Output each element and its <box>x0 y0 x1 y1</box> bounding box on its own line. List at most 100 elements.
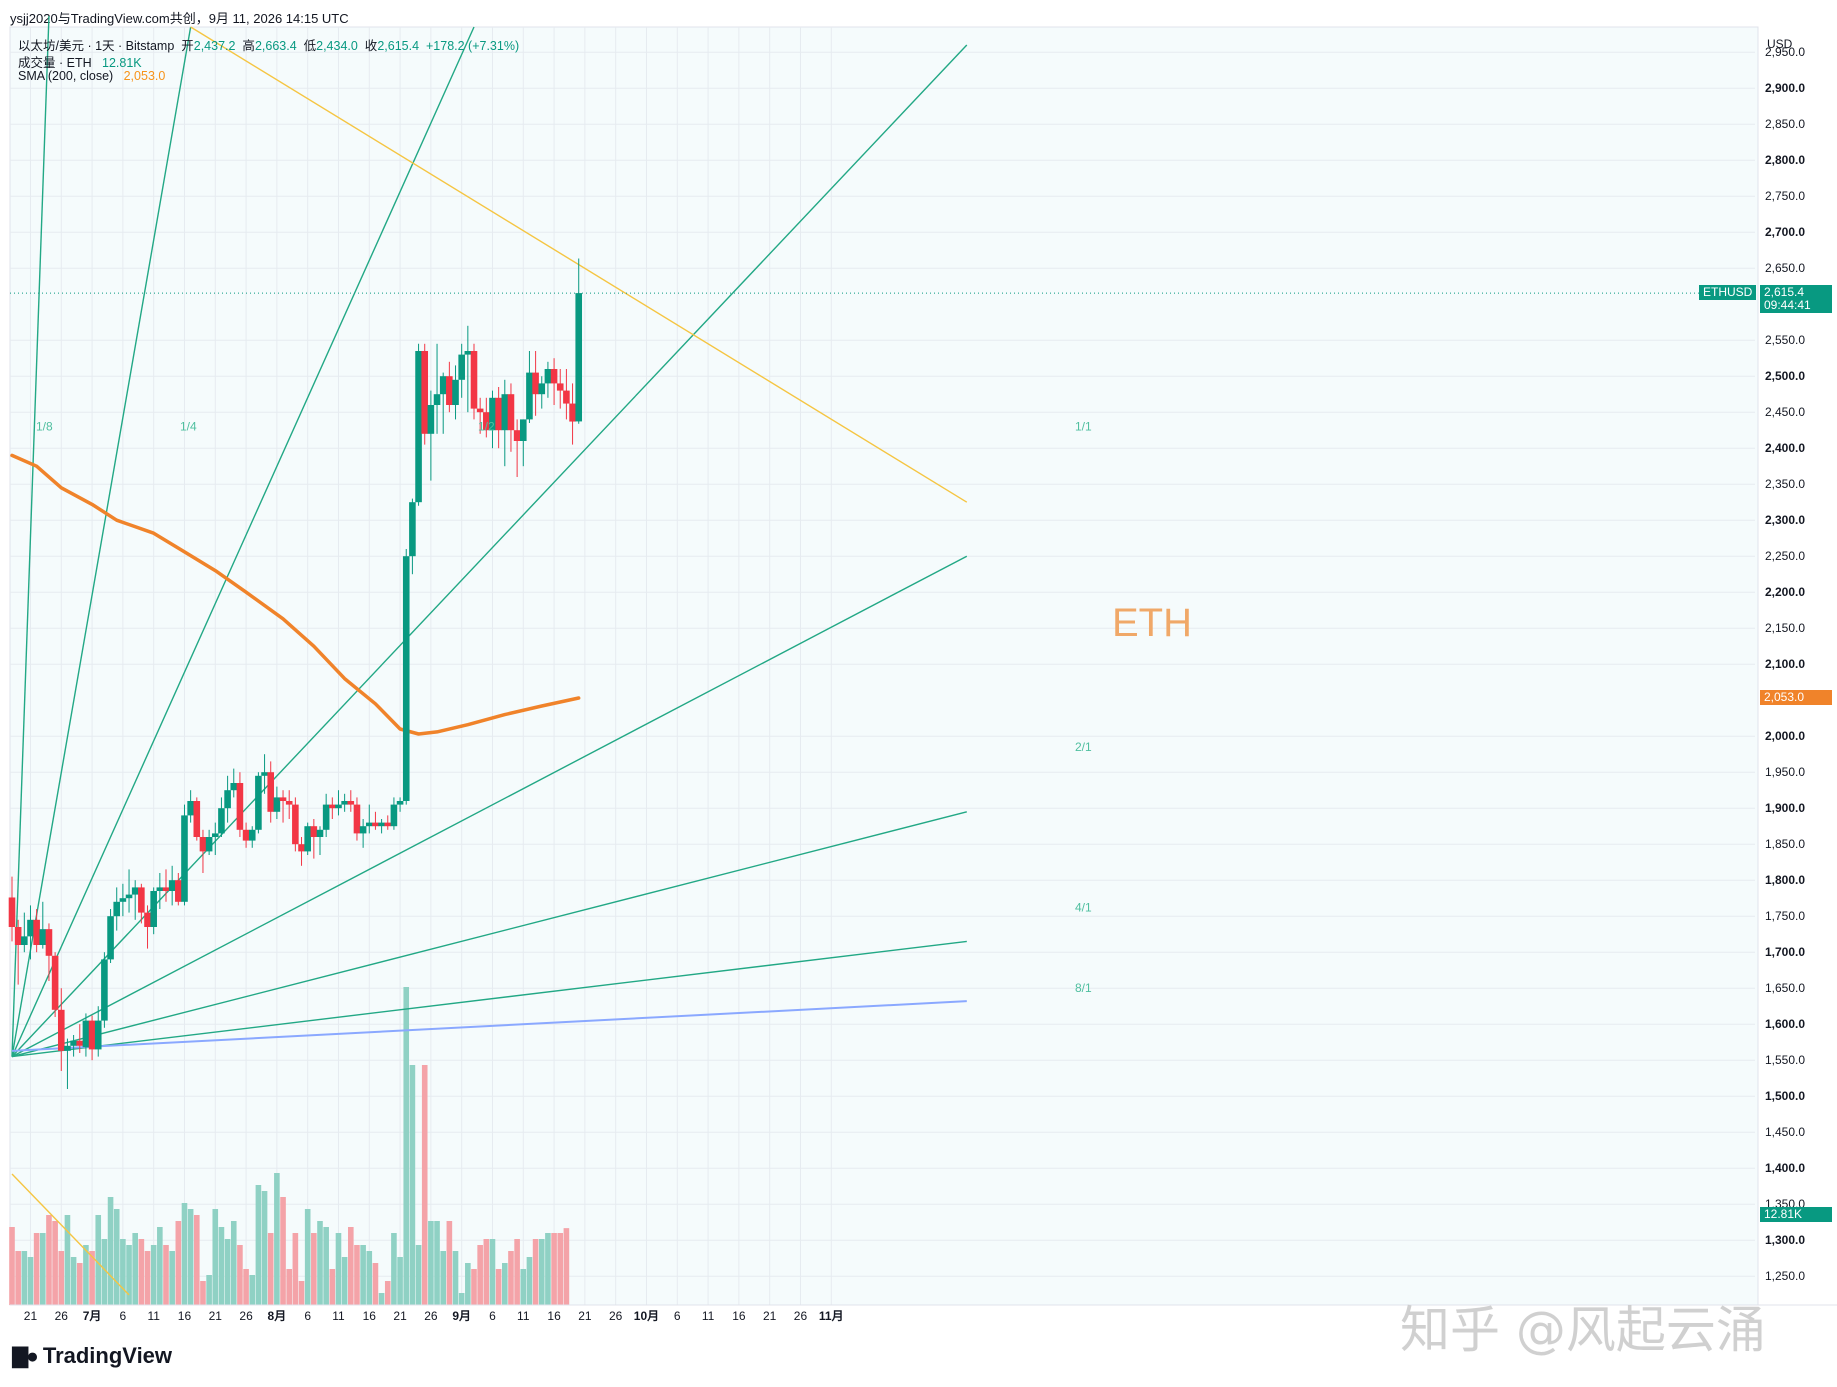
close-value: 2,615.4 <box>377 39 420 53</box>
time-axis-label: 7月 <box>83 1309 102 1323</box>
gann-fan-labels: 1/8 1/4 1/2 1/1 2/1 4/1 8/1 <box>36 420 1092 996</box>
volume-bar <box>107 1197 114 1305</box>
time-axis[interactable]: 21 26 7月 6 11 16 21 26 8月 6 11 16 21 26 9月 6 11 16 21 26 10月… <box>24 1309 844 1323</box>
volume-bar <box>286 1269 292 1305</box>
candle-body <box>101 959 108 1021</box>
candle-body <box>458 354 465 380</box>
volume-tag: 12.81K <box>1760 1207 1832 1222</box>
candle-body <box>211 833 219 837</box>
volume-bar <box>126 1245 132 1305</box>
volume-legend-value: 12.81K <box>102 56 142 70</box>
change-value: +178.2 (+7.31%) <box>425 39 520 53</box>
volume-bar <box>280 1197 286 1305</box>
candle-body <box>372 822 379 827</box>
price-axis-label: 2,150.0 <box>1765 621 1805 635</box>
candle-body <box>119 898 127 902</box>
sma-price-tag: 2,053.0 <box>1760 690 1832 706</box>
volume-bar <box>458 1293 465 1305</box>
candle-body <box>495 397 502 431</box>
tradingview-logo[interactable]: ▇● TradingView <box>12 1343 172 1369</box>
symbol-name[interactable]: 以太坊/美元 · 1天 · Bitstamp <box>18 39 175 53</box>
volume-bar <box>70 1257 77 1305</box>
time-axis-label: 8月 <box>268 1309 287 1323</box>
candle-body <box>113 901 121 917</box>
volume-bar <box>101 1239 108 1305</box>
candle-body <box>125 894 133 899</box>
volume-bar <box>83 1245 89 1305</box>
candle-body <box>439 376 447 395</box>
candle-body <box>70 1040 77 1046</box>
price-axis-label: 1,450.0 <box>1765 1125 1805 1139</box>
time-axis-label: 26 <box>609 1309 623 1323</box>
candle-body <box>316 829 324 837</box>
volume-bar <box>329 1269 336 1305</box>
candle-body <box>501 394 509 431</box>
candle-body <box>162 887 170 891</box>
volume-bar <box>15 1251 21 1305</box>
candle-body <box>359 826 367 834</box>
price-axis-label: 2,350.0 <box>1765 477 1805 491</box>
time-axis-label: 11月 <box>819 1309 844 1323</box>
sma-legend[interactable]: SMA (200, close) 2,053.0 <box>18 69 165 83</box>
volume-bar <box>194 1215 200 1305</box>
volume-bar <box>52 1221 58 1305</box>
time-axis-label: 21 <box>763 1309 777 1323</box>
volume-bar <box>230 1221 237 1305</box>
sma-legend-label: SMA (200, close) <box>18 69 114 83</box>
volume-bar <box>224 1239 231 1305</box>
candle-body <box>248 829 256 841</box>
time-axis-label: 21 <box>209 1309 223 1323</box>
volume-bar <box>434 1221 440 1305</box>
open-value: 2,437.2 <box>193 39 236 53</box>
volume-bar <box>113 1209 120 1305</box>
volume-bar <box>415 1245 422 1305</box>
time-axis-label: 16 <box>732 1309 746 1323</box>
eth-annotation[interactable]: ETH <box>1112 601 1192 645</box>
time-axis-label: 16 <box>178 1309 192 1323</box>
candle-body <box>556 383 564 391</box>
price-axis-label: 1,750.0 <box>1765 909 1805 923</box>
candle-body <box>193 801 201 837</box>
candle-body <box>544 369 552 384</box>
gann-fan-label: 4/1 <box>1075 901 1092 915</box>
low-value: 2,434.0 <box>316 39 358 53</box>
volume-bar <box>255 1185 262 1305</box>
gann-fan-label: 1/4 <box>180 420 197 434</box>
volume-bar <box>311 1233 317 1305</box>
volume-bar <box>360 1245 366 1305</box>
volume-bar <box>465 1263 471 1305</box>
volume-legend[interactable]: 成交量 · ETH 12.81K <box>18 52 142 71</box>
price-axis-label: 2,950.0 <box>1765 45 1805 59</box>
volume-bar <box>243 1269 249 1305</box>
candle-body <box>563 390 570 404</box>
volume-legend-label: 成交量 · ETH <box>18 56 92 70</box>
candle-body <box>236 783 244 830</box>
volume-bar <box>538 1239 545 1305</box>
volume-bar <box>249 1275 256 1305</box>
candle-body <box>199 837 207 852</box>
volume-bar <box>46 1215 52 1305</box>
volume-bar <box>514 1239 520 1305</box>
time-axis-label: 6 <box>120 1309 127 1323</box>
volume-bar <box>384 1281 391 1305</box>
candle-body <box>298 844 305 852</box>
low-label: 低 <box>303 39 317 53</box>
time-axis-label: 16 <box>547 1309 561 1323</box>
time-axis-label: 11 <box>702 1309 715 1323</box>
volume-bar <box>440 1251 446 1305</box>
volume-bar <box>409 1065 416 1305</box>
price-axis-label: 2,250.0 <box>1765 549 1805 563</box>
candle-body <box>51 955 59 1010</box>
candle-body <box>575 293 583 422</box>
candle-body <box>446 376 453 405</box>
candle-body <box>156 887 164 891</box>
volume-bar <box>483 1239 490 1305</box>
volume-bar <box>421 1065 428 1305</box>
close-label: 收 <box>364 39 378 53</box>
trendline-lower-left <box>11 1173 130 1296</box>
candle-body <box>230 783 238 791</box>
candle-body <box>292 804 299 845</box>
watermark-text: 知乎 @风起云涌 <box>1400 1301 1766 1359</box>
